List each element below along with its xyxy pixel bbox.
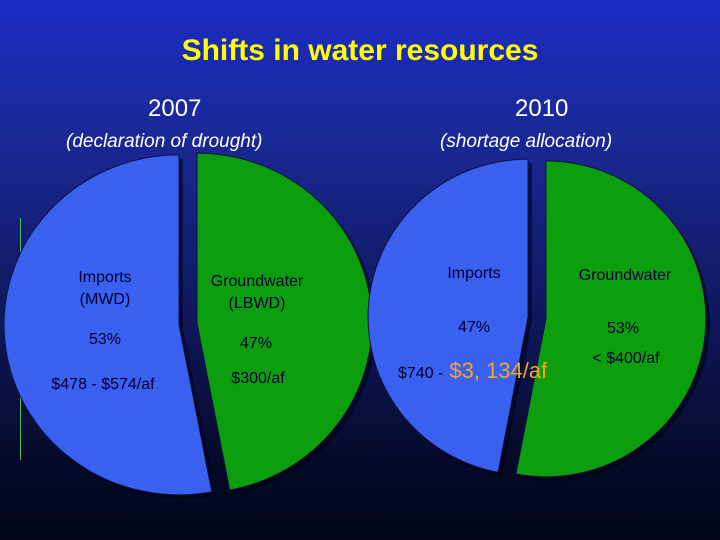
imports-2007-price: $478 - $574/af [51, 376, 155, 393]
slide-title: Shifts in water resources [181, 34, 539, 67]
pie-slice-2010-groundwater [515, 160, 707, 478]
imports-2010-price-highlight: $3, 134 [449, 358, 522, 383]
chart-2007-subtitle: (declaration of drought) [66, 131, 263, 152]
chart-2010-year: 2010 [515, 95, 569, 122]
imports-2010-percent: 47% [458, 319, 490, 336]
groundwater-2007-price: $300/af [231, 370, 285, 387]
imports-2010-name: Imports [447, 265, 500, 282]
groundwater-2010-name: Groundwater [579, 267, 672, 284]
imports-2010-price-suffix: /af [523, 358, 548, 383]
groundwater-2010-percent: 53% [607, 320, 639, 337]
pie-slice-2007-imports [3, 154, 213, 496]
imports-2010-price-prefix: $740 - [398, 365, 443, 382]
groundwater-2007-source: (LBWD) [229, 295, 286, 312]
pie-slice-2007-groundwater [196, 152, 373, 491]
pie-slice-2010-imports [367, 158, 529, 473]
imports-2007-percent: 53% [89, 331, 121, 348]
imports-2007-name: Imports [78, 269, 131, 286]
imports-2010-price: $740 - $3, 134/af [398, 358, 548, 383]
pie-chart-2007 [3, 152, 376, 499]
imports-2007-source: (MWD) [80, 291, 131, 308]
chart-2010-subtitle: (shortage allocation) [440, 131, 613, 152]
chart-2007-year: 2007 [148, 95, 202, 122]
groundwater-2007-name: Groundwater [211, 273, 304, 290]
groundwater-2007-percent: 47% [240, 335, 272, 352]
groundwater-2010-price: < $400/af [592, 350, 660, 367]
pie-chart-2010 [367, 158, 710, 481]
